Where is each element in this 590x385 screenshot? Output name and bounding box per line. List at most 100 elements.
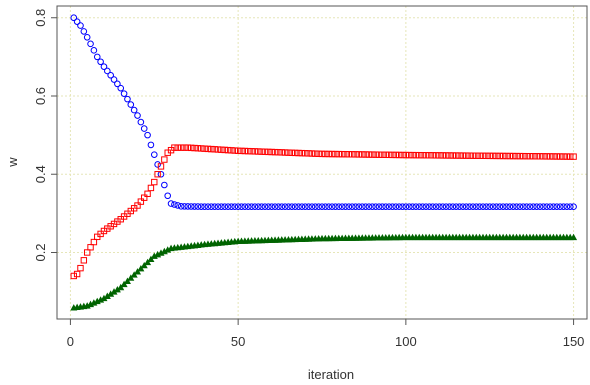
plot-frame	[56, 5, 588, 320]
data-point	[422, 152, 430, 159]
data-point	[395, 203, 403, 211]
data-point	[147, 141, 155, 149]
data-point	[295, 203, 302, 211]
data-point	[208, 203, 215, 211]
data-point	[174, 144, 181, 151]
data-point	[322, 150, 329, 158]
data-point	[452, 152, 460, 159]
data-point	[221, 146, 228, 154]
data-point	[325, 203, 333, 211]
data-point	[288, 203, 296, 211]
data-point	[355, 203, 363, 211]
data-point	[476, 203, 483, 211]
data-point	[342, 151, 349, 158]
data-point	[241, 147, 249, 155]
data-point	[315, 150, 322, 157]
data-point	[191, 144, 198, 152]
data-point	[150, 151, 158, 158]
data-point	[473, 152, 480, 159]
data-point	[553, 153, 561, 160]
data-point	[486, 203, 494, 211]
data-point	[184, 144, 192, 151]
data-point	[466, 203, 473, 211]
data-point	[80, 257, 88, 264]
data-point	[181, 203, 188, 210]
data-point	[275, 203, 282, 211]
data-point	[281, 149, 289, 156]
data-point	[379, 151, 386, 158]
data-point	[144, 258, 152, 266]
data-point	[231, 147, 238, 154]
data-point	[543, 153, 550, 160]
data-point	[362, 203, 369, 211]
data-point	[328, 203, 336, 211]
data-point	[375, 203, 383, 211]
data-point	[560, 153, 567, 160]
data-point	[382, 203, 390, 211]
x-tick-label: 0	[67, 334, 74, 349]
data-point	[248, 148, 255, 155]
data-point	[308, 150, 316, 157]
data-point	[392, 203, 400, 211]
data-point	[436, 152, 443, 159]
data-point	[506, 203, 514, 211]
data-point	[211, 203, 218, 211]
x-tick-label: 150	[563, 334, 585, 349]
data-point	[137, 198, 145, 205]
data-point	[194, 203, 202, 210]
data-point	[550, 203, 557, 211]
data-point	[295, 149, 302, 157]
data-point	[268, 203, 275, 211]
data-point	[214, 146, 222, 153]
data-point	[140, 261, 148, 269]
data-point	[201, 145, 208, 152]
data-point	[506, 152, 514, 160]
x-axis-title: iteration	[308, 367, 354, 382]
data-point	[419, 203, 426, 211]
data-point	[345, 151, 353, 158]
data-point	[325, 150, 332, 158]
data-point	[540, 203, 547, 211]
data-point	[543, 203, 551, 211]
data-point	[258, 203, 265, 211]
data-point	[449, 152, 457, 159]
data-point	[503, 203, 510, 211]
data-point	[536, 203, 544, 211]
data-point	[80, 28, 88, 35]
data-point	[278, 203, 286, 211]
x-tick-label: 50	[231, 334, 245, 349]
grid	[57, 6, 587, 319]
data-point	[476, 152, 483, 159]
data-point	[268, 148, 275, 156]
data-point	[147, 255, 155, 263]
data-point	[191, 203, 198, 210]
data-point	[197, 203, 205, 210]
data-point	[352, 203, 359, 211]
data-point	[298, 203, 306, 211]
data-point	[301, 203, 309, 211]
data-point	[389, 151, 396, 159]
x-tick-label: 100	[395, 334, 417, 349]
data-point	[127, 101, 135, 108]
data-point	[305, 150, 312, 157]
data-point	[147, 184, 155, 192]
data-point	[463, 152, 470, 159]
data-point	[83, 34, 91, 41]
data-point	[130, 106, 138, 114]
data-point	[70, 14, 78, 22]
data-point	[302, 150, 309, 157]
data-point	[436, 203, 443, 211]
data-point	[446, 203, 453, 211]
data-point	[372, 151, 379, 158]
data-point	[265, 148, 272, 156]
data-point	[459, 203, 467, 211]
data-point	[385, 151, 393, 159]
data-point	[352, 151, 359, 158]
data-point	[234, 147, 242, 154]
data-point	[489, 152, 497, 160]
data-point	[275, 149, 282, 156]
data-point	[560, 203, 567, 211]
data-point	[238, 203, 245, 211]
data-point	[426, 203, 433, 211]
data-point	[100, 63, 108, 70]
